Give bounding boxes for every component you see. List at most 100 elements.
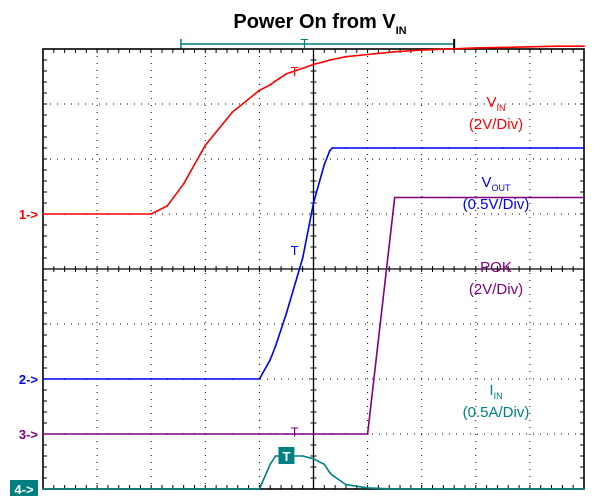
iin-trace-point (583, 488, 585, 490)
pok-trace-point (258, 433, 261, 435)
iin-trace-point (556, 488, 558, 490)
pok-trace-point (556, 196, 558, 199)
iin-trace-point (258, 488, 261, 490)
pok-trace-point (366, 433, 369, 435)
iin-trace (43, 455, 584, 490)
iin-trace-point (420, 488, 423, 490)
trigger-marker-box (278, 447, 295, 464)
pok-trace-point (128, 433, 131, 435)
chart-title: Power On from VIN (233, 11, 406, 37)
vin-trace-point (331, 58, 334, 61)
vin-trace-point (193, 163, 196, 166)
vin-trace-point (166, 204, 169, 207)
pok-trace-point (285, 433, 288, 435)
vout-trace-point (323, 163, 326, 166)
pok-trace-point (269, 433, 272, 435)
vin-trace-point (328, 59, 331, 61)
pok-trace-point (345, 433, 347, 435)
pok-trace-point (301, 433, 304, 435)
trigger-marker: T (282, 449, 290, 464)
vin-trace-point (182, 182, 185, 185)
series-scale-label: (0.5V/Div) (463, 196, 530, 213)
series-name: V (486, 94, 496, 111)
channel-marker-box (10, 480, 38, 496)
iin-trace-point (150, 488, 153, 490)
vin-trace-point (128, 213, 131, 215)
pok-trace-point (150, 433, 153, 435)
iin-trace-point (107, 488, 109, 490)
vin-trace-point (42, 213, 44, 215)
iin-trace-point (529, 488, 531, 490)
pok-trace-point (182, 433, 185, 435)
vin-trace-point (447, 48, 450, 50)
vout-trace-point (150, 378, 153, 380)
iin-trace-point (63, 488, 66, 490)
series-labels: VIN (2V/Div) V OUT (0.5V/Div) POK (2V/Div) IIN (… (463, 94, 530, 421)
iin-trace-point (128, 488, 131, 490)
vout-trace-point (269, 358, 272, 361)
vout-trace-point (193, 378, 196, 380)
trigger-marker: T (291, 424, 299, 439)
pok-trace-point (583, 196, 585, 199)
series-name-label: IIN (489, 382, 502, 401)
vout-trace-point (331, 147, 334, 149)
vin-trace-point (63, 213, 66, 215)
series-name: POK (480, 259, 512, 276)
vout-trace-point (63, 378, 66, 380)
series-name-subscript: IN (494, 391, 503, 401)
series-scale-label: (0.5A/Div) (463, 404, 530, 421)
pok-trace-point (63, 433, 66, 435)
chart-title-main: Power On from V (233, 11, 396, 33)
iin-trace-point (474, 488, 477, 490)
pok-trace-point (166, 433, 169, 435)
vin-trace (43, 45, 584, 215)
pok-trace-point (529, 196, 531, 199)
vout-trace-point (583, 147, 585, 149)
iin-trace-point (269, 463, 272, 466)
vin-trace-point (204, 144, 207, 147)
vout-trace (43, 147, 584, 380)
pok-trace-point (85, 433, 88, 435)
iin-trace-point (312, 457, 315, 460)
trigger-position-bar: T (180, 36, 456, 51)
vin-trace-point (312, 63, 315, 66)
vout-trace-point (231, 378, 234, 380)
pok-trace-point (193, 433, 196, 435)
series-name-subscript: OUT (492, 183, 512, 193)
iin-trace-point (502, 488, 504, 490)
iin-trace-point (42, 488, 44, 490)
vout-trace-point (393, 147, 396, 149)
pok-trace-point (502, 196, 504, 199)
pok-trace-point (204, 433, 207, 435)
iin-trace-point (366, 487, 369, 489)
pok-trace-point (393, 196, 396, 199)
vin-trace-point (556, 45, 558, 48)
iin-trace-point (166, 488, 169, 490)
vin-trace-point (301, 67, 304, 70)
series-name-label: POK (480, 259, 512, 276)
iin-trace-point (182, 488, 185, 490)
vout-trace-point (447, 147, 450, 149)
trigger-bar-marker: T (301, 36, 309, 51)
series-scale-label: (2V/Div) (469, 116, 523, 133)
series-name-label: VIN (486, 94, 505, 113)
trigger-marker: T (291, 64, 299, 79)
iin-trace-point (345, 483, 347, 486)
channel-marker-label: 1-> (19, 207, 39, 222)
pok-trace-point (274, 433, 277, 435)
series-scale-label: (2V/Div) (469, 281, 523, 298)
channel-marker-label: 3-> (19, 427, 39, 442)
vout-trace-point (420, 147, 423, 149)
iin-trace-point (204, 488, 207, 490)
iin-trace-point (447, 488, 450, 490)
vin-trace-point (107, 213, 109, 215)
vout-trace-point (128, 378, 131, 380)
channel-marker-label: 2-> (19, 372, 39, 387)
vin-trace-point (85, 213, 88, 215)
pok-trace-point (231, 433, 234, 435)
iin-trace-point (231, 488, 234, 490)
chart-title-subscript: IN (396, 25, 407, 37)
pok-trace-point (328, 433, 331, 435)
iin-trace-point (331, 474, 334, 477)
